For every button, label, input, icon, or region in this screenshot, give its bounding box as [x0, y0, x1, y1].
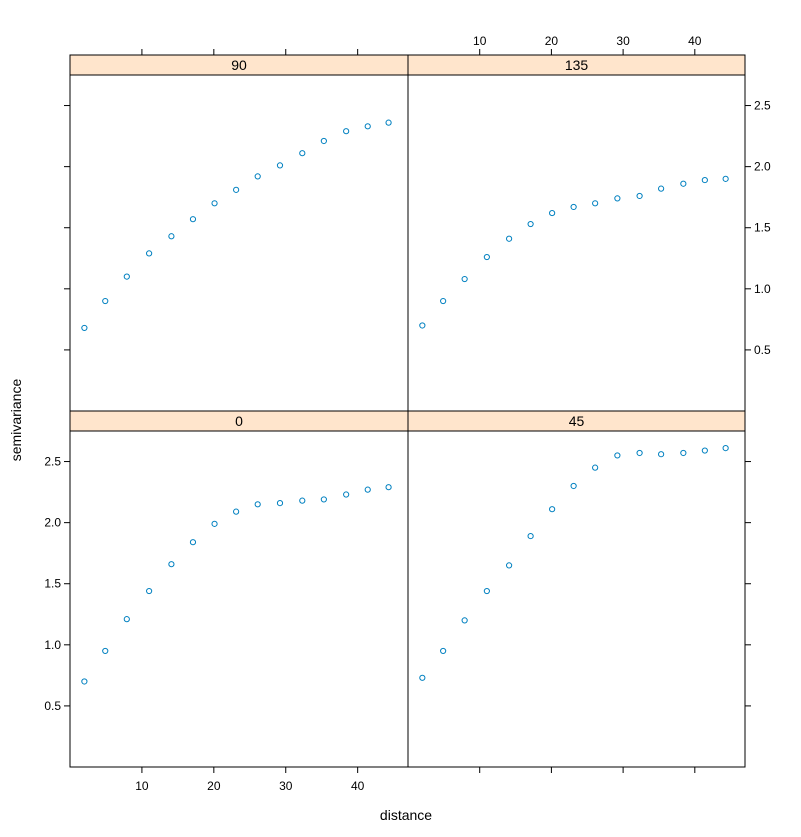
y-tick-label-right: 0.5	[754, 343, 771, 357]
panel-0-strip-label: 0	[235, 413, 243, 429]
panel-0-point	[189, 539, 197, 546]
panel-135-point	[461, 275, 468, 283]
panel-45-frame	[407, 430, 746, 768]
panel-90-point	[364, 123, 371, 130]
panel-0-point	[320, 496, 327, 503]
panel-90-point	[254, 173, 261, 180]
panel-45-point	[570, 482, 577, 490]
x-tick-label-top: 40	[688, 34, 702, 48]
panel-90-point	[233, 186, 240, 193]
panel-90-point	[320, 137, 327, 145]
panels-layer: 90 135 0 45	[69, 54, 746, 768]
panel-45-point	[419, 674, 426, 681]
panel-135-point	[680, 180, 687, 187]
panel-135-point	[636, 192, 643, 200]
x-tick-label-bottom: 40	[351, 779, 365, 793]
panel-0-point	[276, 499, 284, 507]
panel-45-point	[614, 452, 621, 459]
panel-90-point	[123, 273, 130, 280]
y-tick-label-left: 2.5	[44, 455, 61, 469]
panel-0-point	[211, 520, 218, 527]
x-tick-label-top: 20	[545, 34, 559, 48]
panel-135-strip	[407, 54, 746, 76]
y-tick-label-right: 1.5	[754, 221, 771, 235]
y-tick-label-left: 1.0	[44, 638, 61, 652]
panel-135-strip-label: 135	[565, 57, 589, 73]
axes-layer: 10 20 30 40 10 20 30 40 0.5 1.0 1.5 2.0 2.5 0.5 1.0 1.5…	[44, 34, 771, 793]
panel-0-point	[385, 484, 392, 491]
panel-45-point	[701, 447, 708, 454]
panel-135-point	[419, 322, 426, 329]
panel-0-point	[168, 561, 175, 568]
panel-90-point	[276, 162, 284, 169]
panel-0-point	[254, 501, 261, 508]
panel-45-point	[658, 451, 665, 458]
y-tick-label-right: 1.0	[754, 282, 771, 296]
panel-0-point	[299, 497, 306, 504]
panel-135-point	[527, 220, 534, 228]
x-tick-label-bottom: 20	[207, 779, 221, 793]
x-tick-label-top: 30	[616, 34, 630, 48]
panel-45-strip	[407, 410, 746, 432]
panel-45-point	[592, 464, 599, 471]
panel-135-point	[440, 297, 447, 305]
panel-90-point	[146, 250, 153, 257]
panel-90-point	[168, 233, 175, 240]
x-tick-label-top: 10	[473, 34, 487, 48]
panel-135-point	[701, 176, 708, 184]
x-tick-label-bottom: 30	[279, 779, 293, 793]
y-tick-label-left: 0.5	[44, 699, 61, 713]
panel-45-point	[722, 445, 729, 452]
panel-45-point	[549, 506, 556, 513]
panel-135-point	[506, 235, 513, 242]
panel-0-frame	[69, 430, 409, 768]
panel-0-point	[343, 491, 350, 498]
panel-0-point	[233, 508, 240, 515]
y-tick-label-left: 2.0	[44, 516, 61, 530]
panel-90-frame	[69, 74, 409, 412]
panel-90-point	[343, 128, 350, 135]
y-tick-label-right: 2.0	[754, 160, 771, 174]
x-axis-title: distance	[380, 807, 432, 823]
panel-90-strip-label: 90	[231, 57, 247, 73]
panel-45-point	[506, 562, 513, 569]
panel-90-point	[189, 216, 197, 223]
panel-45-strip-label: 45	[569, 413, 585, 429]
panel-135-point	[658, 185, 665, 192]
panel-45-point	[527, 532, 534, 540]
panel-135-point	[722, 175, 729, 182]
panel-45-point	[440, 647, 447, 655]
panel-45-point	[483, 587, 490, 595]
panel-45-point	[636, 449, 643, 457]
points-layer	[81, 119, 729, 685]
panel-90-point	[102, 297, 109, 305]
panel-135-frame	[407, 74, 746, 412]
panel-0-point	[102, 647, 109, 655]
panel-0-point	[123, 616, 130, 623]
panel-90-point	[81, 324, 88, 332]
panel-135-point	[592, 200, 599, 207]
y-axis-title: semivariance	[8, 379, 24, 462]
panel-45-point	[461, 617, 468, 624]
panel-0-point	[81, 678, 88, 685]
y-tick-label-left: 1.5	[44, 577, 61, 591]
panel-90-point	[299, 150, 306, 157]
y-tick-label-right: 2.5	[754, 99, 771, 113]
panel-90-point	[385, 119, 392, 126]
panel-0-point	[146, 587, 153, 595]
panel-135-point	[549, 209, 556, 217]
panel-90-point	[211, 200, 218, 207]
panel-45-point	[680, 449, 687, 457]
panel-135-point	[570, 203, 577, 211]
panel-135-point	[614, 195, 621, 202]
panel-0-point	[364, 486, 371, 493]
x-tick-label-bottom: 10	[135, 779, 149, 793]
panel-135-point	[483, 253, 490, 261]
